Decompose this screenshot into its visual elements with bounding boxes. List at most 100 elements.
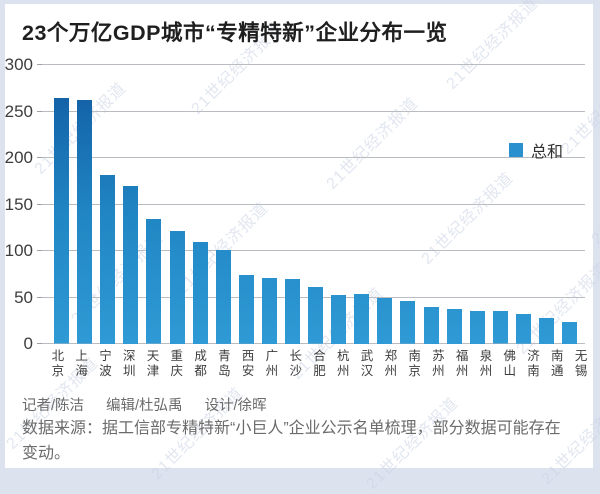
bar-青岛 bbox=[215, 250, 231, 344]
bar-广州 bbox=[261, 277, 277, 344]
legend-swatch-icon bbox=[508, 143, 523, 157]
bar-天津 bbox=[146, 219, 162, 344]
y-tick-100 bbox=[37, 250, 42, 251]
y-axis-label-0: 0 bbox=[23, 334, 33, 353]
bar-济南 bbox=[515, 314, 531, 344]
bar-slot bbox=[96, 65, 119, 344]
bar-slot bbox=[373, 65, 396, 344]
x-axis-label-南通: 南通 bbox=[551, 349, 564, 378]
gridline-250 bbox=[42, 110, 585, 112]
bar-slot bbox=[73, 65, 96, 344]
bar-slot bbox=[304, 65, 327, 344]
gridline-200 bbox=[42, 157, 585, 158]
bar-南京 bbox=[400, 301, 416, 344]
bar-slot bbox=[512, 65, 535, 344]
x-axis-label-青岛: 青岛 bbox=[218, 349, 231, 378]
bar-上海 bbox=[77, 100, 93, 344]
bar-slot bbox=[350, 65, 373, 344]
x-axis-label-宁波: 宁波 bbox=[99, 349, 112, 378]
bar-slot bbox=[420, 65, 443, 344]
x-axis-label-天津: 天津 bbox=[146, 349, 160, 378]
bar-合肥 bbox=[308, 287, 324, 344]
x-axis-label-深圳: 深圳 bbox=[122, 349, 136, 378]
bar-长沙 bbox=[284, 278, 300, 344]
credit-reporter: 记者/陈洁 bbox=[22, 398, 85, 414]
bar-slot bbox=[235, 65, 258, 344]
bar-slot bbox=[142, 65, 165, 344]
x-axis-label-长沙: 长沙 bbox=[289, 349, 302, 378]
bar-slot bbox=[189, 65, 212, 344]
plot-area: 总和 0 50 100 150 200 250 300 bbox=[5, 55, 585, 353]
legend-label: 总和 bbox=[530, 144, 563, 161]
bar-佛山 bbox=[492, 311, 508, 344]
bar-深圳 bbox=[123, 185, 139, 344]
x-axis-label-北京: 北京 bbox=[51, 349, 65, 378]
bar-杭州 bbox=[331, 294, 347, 344]
y-tick-300 bbox=[37, 64, 42, 65]
x-axis-label-上海: 上海 bbox=[75, 349, 88, 378]
bar-武汉 bbox=[354, 293, 370, 344]
bar-slot bbox=[535, 65, 558, 344]
bar-福州 bbox=[446, 308, 462, 344]
bars-container bbox=[50, 65, 581, 344]
y-axis-label-100: 100 bbox=[5, 241, 33, 260]
chart-legend: 总和 bbox=[508, 138, 563, 162]
bar-西安 bbox=[238, 275, 254, 344]
y-tick-200 bbox=[37, 157, 42, 158]
chart-title: 23个万亿GDP城市“专精特新”企业分布一览 bbox=[22, 21, 448, 45]
x-axis-label-佛山: 佛山 bbox=[503, 349, 516, 378]
bar-slot bbox=[327, 65, 350, 344]
x-axis-label-泉州: 泉州 bbox=[479, 349, 493, 378]
y-axis-label-150: 150 bbox=[5, 194, 33, 214]
gridline-150 bbox=[42, 203, 585, 205]
bar-无锡 bbox=[562, 321, 578, 344]
y-axis-label-300: 300 bbox=[5, 55, 33, 74]
credit-editor: 编辑/杜弘禹 bbox=[106, 398, 183, 414]
x-axis-label-郑州: 郑州 bbox=[384, 349, 398, 378]
bar-slot bbox=[212, 65, 235, 344]
bar-slot bbox=[443, 65, 466, 344]
x-axis-label-武汉: 武汉 bbox=[360, 349, 374, 378]
bar-slot bbox=[165, 65, 188, 344]
y-tick-0 bbox=[37, 343, 42, 344]
bar-slot bbox=[558, 65, 581, 344]
x-axis-label-苏州: 苏州 bbox=[432, 349, 445, 378]
bar-slot bbox=[119, 65, 142, 344]
gridline-100 bbox=[42, 250, 585, 251]
y-axis-label-50: 50 bbox=[14, 287, 33, 307]
bar-slot bbox=[396, 65, 419, 344]
y-tick-150 bbox=[37, 203, 42, 205]
bar-成都 bbox=[192, 241, 208, 344]
y-tick-50 bbox=[37, 296, 42, 298]
infographic-page: { "page": { "title": "23个万亿GDP城市“专精特新”企业… bbox=[3, 0, 600, 493]
y-axis-label-200: 200 bbox=[5, 148, 33, 167]
bar-郑州 bbox=[377, 297, 393, 344]
y-axis-label-250: 250 bbox=[5, 101, 33, 121]
bar-苏州 bbox=[423, 306, 439, 344]
bar-slot bbox=[489, 65, 512, 344]
x-axis-label-无锡: 无锡 bbox=[574, 349, 588, 378]
x-axis-label-杭州: 杭州 bbox=[337, 349, 350, 378]
x-axis-label-重庆: 重庆 bbox=[170, 349, 184, 378]
y-tick-250 bbox=[37, 110, 42, 112]
gridline-300 bbox=[42, 64, 585, 65]
credit-designer: 设计/徐晖 bbox=[204, 398, 267, 414]
bar-slot bbox=[50, 65, 73, 344]
bar-宁波 bbox=[100, 174, 116, 344]
bar-重庆 bbox=[169, 230, 185, 344]
content-card: 23个万亿GDP城市“专精特新”企业分布一览 总和 0 50 100 150 200 25… bbox=[5, 4, 593, 468]
bar-slot bbox=[281, 65, 304, 344]
x-axis-label-合肥: 合肥 bbox=[313, 349, 326, 378]
bar-南通 bbox=[539, 317, 555, 344]
x-axis-label-福州: 福州 bbox=[455, 349, 469, 378]
x-axis-labels: 北京 上海 宁波 深圳 天津 重庆 成都 青岛 西安 广州 长沙 合肥 杭州 武汉 郑州 南京 苏州 福州 泉州 佛山… bbox=[46, 349, 593, 378]
bar-slot bbox=[258, 65, 281, 344]
x-axis-label-南京: 南京 bbox=[408, 349, 421, 378]
data-source-note: 数据来源：据工信部专精特新“小巨人”企业公示名单梳理，部分数据可能存在变动。 bbox=[22, 420, 561, 462]
bar-泉州 bbox=[469, 310, 485, 344]
x-axis-label-成都: 成都 bbox=[194, 349, 207, 378]
x-axis-label-西安: 西安 bbox=[241, 349, 255, 378]
bar-slot bbox=[466, 65, 489, 344]
x-axis-label-济南: 济南 bbox=[527, 349, 540, 378]
x-axis-label-广州: 广州 bbox=[265, 349, 279, 378]
